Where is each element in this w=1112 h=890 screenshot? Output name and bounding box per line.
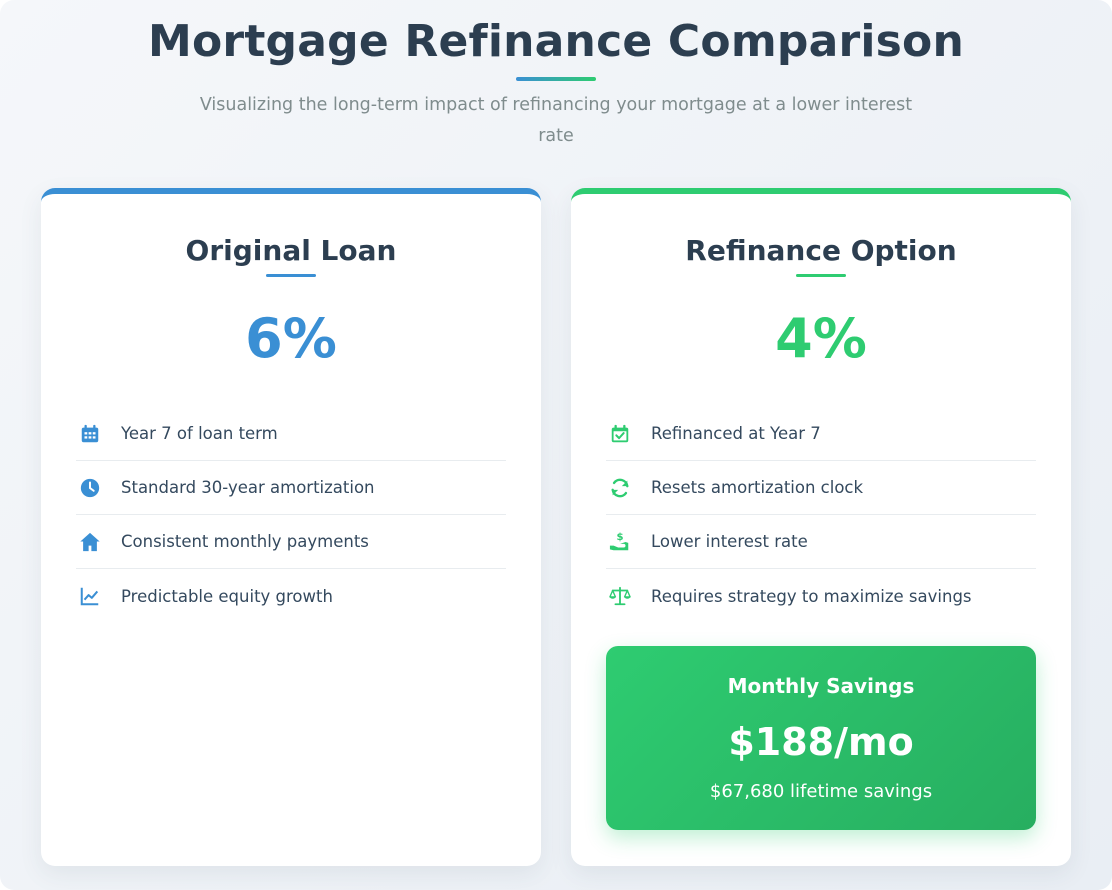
lifetime-savings: $67,680 lifetime savings xyxy=(709,781,933,802)
original-loan-underline xyxy=(266,274,316,277)
page-subtitle: Visualizing the long-term impact of refi… xyxy=(199,95,913,146)
feature-item: Standard 30-year amortization xyxy=(76,461,506,515)
line-chart-icon xyxy=(79,585,109,607)
feature-label: Requires strategy to maximize savings xyxy=(651,586,972,606)
feature-item: Predictable equity growth xyxy=(76,569,506,623)
svg-text:$: $ xyxy=(616,532,623,543)
original-rate: 6% xyxy=(245,307,337,370)
page-title: Mortgage Refinance Comparison xyxy=(148,16,964,67)
savings-title: Monthly Savings xyxy=(727,674,915,698)
balance-scale-icon xyxy=(609,585,639,607)
feature-item: Resets amortization clock xyxy=(606,461,1036,515)
refinance-option-title: Refinance Option xyxy=(685,234,957,267)
refinance-feature-list: Refinanced at Year 7 Resets amortization… xyxy=(606,407,1036,623)
refinance-rate: 4% xyxy=(775,307,867,370)
calendar-check-icon xyxy=(609,423,639,445)
feature-label: Lower interest rate xyxy=(651,532,808,551)
home-icon xyxy=(79,531,109,553)
feature-item: Refinanced at Year 7 xyxy=(606,407,1036,461)
feature-label: Refinanced at Year 7 xyxy=(651,424,821,443)
feature-item: Consistent monthly payments xyxy=(76,515,506,569)
feature-label: Consistent monthly payments xyxy=(121,532,369,551)
feature-label: Standard 30-year amortization xyxy=(121,478,375,497)
feature-label: Resets amortization clock xyxy=(651,478,864,497)
refinance-option-underline xyxy=(796,274,846,277)
feature-label: Predictable equity growth xyxy=(121,586,333,606)
refresh-icon xyxy=(609,477,639,499)
monthly-savings-panel: Monthly Savings $188/mo $67,680 lifetime… xyxy=(606,646,1036,830)
feature-label: Year 7 of loan term xyxy=(121,424,278,443)
calendar-icon xyxy=(79,423,109,445)
original-loan-title: Original Loan xyxy=(185,234,397,267)
feature-item: Requires strategy to maximize savings xyxy=(606,569,1036,623)
savings-amount: $188/mo xyxy=(728,720,914,764)
feature-item: Year 7 of loan term xyxy=(76,407,506,461)
original-feature-list: Year 7 of loan term Standard 30-year amo… xyxy=(76,407,506,623)
title-underline xyxy=(516,77,596,81)
original-loan-card: Original Loan 6% Year 7 of loan term Sta… xyxy=(41,188,541,866)
refinance-option-card: Refinance Option 4% Refinanced at Year 7… xyxy=(571,188,1071,866)
feature-item: $ Lower interest rate xyxy=(606,515,1036,569)
hand-dollar-icon: $ xyxy=(609,531,639,553)
clock-icon xyxy=(79,477,109,499)
